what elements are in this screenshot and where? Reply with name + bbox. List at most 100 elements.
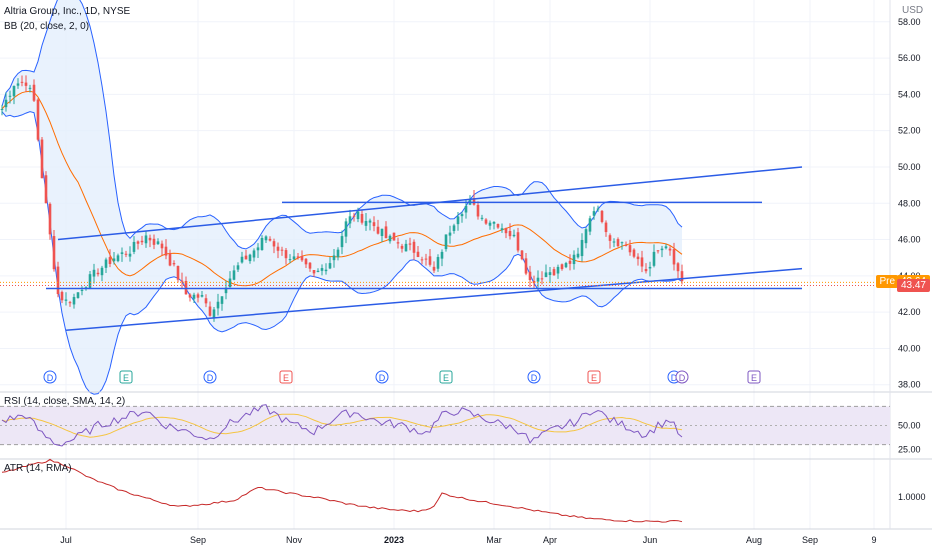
- candle[interactable]: [320, 264, 324, 276]
- candle[interactable]: [656, 250, 660, 254]
- candle[interactable]: [104, 257, 108, 273]
- earnings-marker[interactable]: E: [279, 370, 293, 384]
- dividend-marker[interactable]: D: [527, 370, 541, 384]
- candle[interactable]: [48, 202, 52, 240]
- candle[interactable]: [60, 290, 64, 304]
- candle[interactable]: [552, 266, 556, 276]
- candle[interactable]: [668, 246, 672, 256]
- candle[interactable]: [676, 262, 680, 279]
- candle[interactable]: [176, 265, 180, 283]
- candle[interactable]: [664, 244, 668, 250]
- dividend-marker[interactable]: D: [375, 370, 389, 384]
- candle[interactable]: [284, 248, 288, 265]
- candle[interactable]: [632, 248, 636, 259]
- candle[interactable]: [200, 291, 204, 298]
- candle[interactable]: [244, 249, 248, 260]
- candle[interactable]: [216, 293, 220, 316]
- earnings-marker[interactable]: E: [119, 370, 133, 384]
- candle[interactable]: [232, 265, 236, 281]
- candle[interactable]: [384, 221, 388, 239]
- candle[interactable]: [196, 292, 200, 303]
- trend-line-channel-bottom[interactable]: [65, 267, 803, 332]
- candle[interactable]: [484, 218, 488, 225]
- candle[interactable]: [204, 294, 208, 308]
- candle[interactable]: [248, 253, 252, 264]
- candle[interactable]: [236, 262, 240, 273]
- candle[interactable]: [584, 227, 588, 249]
- rsi-indicator-label[interactable]: RSI (14, close, SMA, 14, 2): [4, 396, 126, 407]
- candle[interactable]: [588, 215, 592, 236]
- candle[interactable]: [388, 234, 392, 244]
- candle[interactable]: [72, 293, 76, 309]
- candle[interactable]: [100, 265, 104, 282]
- candle[interactable]: [92, 263, 96, 284]
- candle[interactable]: [32, 79, 36, 102]
- candle[interactable]: [64, 292, 68, 306]
- candle[interactable]: [152, 234, 156, 250]
- candle[interactable]: [416, 245, 420, 258]
- candle[interactable]: [380, 228, 384, 243]
- candle[interactable]: [460, 211, 464, 223]
- candle[interactable]: [156, 238, 160, 245]
- candle[interactable]: [556, 264, 560, 279]
- candle[interactable]: [52, 230, 56, 272]
- candle[interactable]: [288, 254, 292, 264]
- candle[interactable]: [616, 237, 620, 248]
- candle[interactable]: [624, 241, 628, 247]
- candle[interactable]: [28, 84, 32, 93]
- candle[interactable]: [268, 236, 272, 242]
- candle[interactable]: [220, 296, 224, 311]
- candle[interactable]: [88, 271, 92, 290]
- candle[interactable]: [580, 233, 584, 262]
- candle[interactable]: [508, 223, 512, 240]
- candle[interactable]: [520, 250, 524, 261]
- candle[interactable]: [312, 269, 316, 278]
- candle[interactable]: [336, 247, 340, 261]
- candle[interactable]: [332, 248, 336, 268]
- candle[interactable]: [256, 243, 260, 258]
- candlesticks[interactable]: [0, 75, 684, 322]
- candle[interactable]: [20, 75, 24, 87]
- candle[interactable]: [80, 286, 84, 296]
- candle[interactable]: [500, 223, 504, 233]
- candle[interactable]: [300, 250, 304, 262]
- candle[interactable]: [628, 239, 632, 256]
- candle[interactable]: [148, 234, 152, 248]
- candle[interactable]: [296, 253, 300, 260]
- candle[interactable]: [432, 261, 436, 274]
- earnings-marker[interactable]: E: [587, 370, 601, 384]
- candle[interactable]: [536, 270, 540, 288]
- dividend-marker[interactable]: D: [203, 370, 217, 384]
- candle[interactable]: [452, 223, 456, 234]
- candle[interactable]: [424, 253, 428, 266]
- candle[interactable]: [592, 206, 596, 220]
- candle[interactable]: [392, 232, 396, 241]
- candle[interactable]: [672, 242, 676, 271]
- candle[interactable]: [340, 230, 344, 255]
- candle[interactable]: [404, 239, 408, 252]
- candle[interactable]: [252, 248, 256, 262]
- candle[interactable]: [136, 240, 140, 250]
- candle[interactable]: [488, 220, 492, 230]
- candle[interactable]: [436, 254, 440, 272]
- bollinger-indicator-label[interactable]: BB (20, close, 2, 0): [4, 21, 90, 32]
- time-axis[interactable]: Jul Sep Nov 2023 Mar Apr Jun Aug Sep 9: [60, 535, 876, 545]
- candle[interactable]: [260, 235, 264, 251]
- candle[interactable]: [308, 262, 312, 272]
- candle[interactable]: [348, 209, 352, 229]
- rsi-axis[interactable]: 50.00 25.00: [898, 421, 921, 455]
- candle[interactable]: [304, 257, 308, 269]
- candle[interactable]: [444, 234, 448, 252]
- candle[interactable]: [8, 90, 12, 104]
- candle[interactable]: [524, 253, 528, 276]
- candle[interactable]: [212, 306, 216, 322]
- candle[interactable]: [124, 250, 128, 258]
- candle[interactable]: [144, 230, 148, 248]
- candle[interactable]: [408, 237, 412, 251]
- candle[interactable]: [96, 268, 100, 277]
- candle[interactable]: [512, 229, 516, 238]
- candle[interactable]: [492, 221, 496, 230]
- price-axis[interactable]: 58.0056.0054.0052.0050.0048.0046.0044.00…: [898, 17, 921, 390]
